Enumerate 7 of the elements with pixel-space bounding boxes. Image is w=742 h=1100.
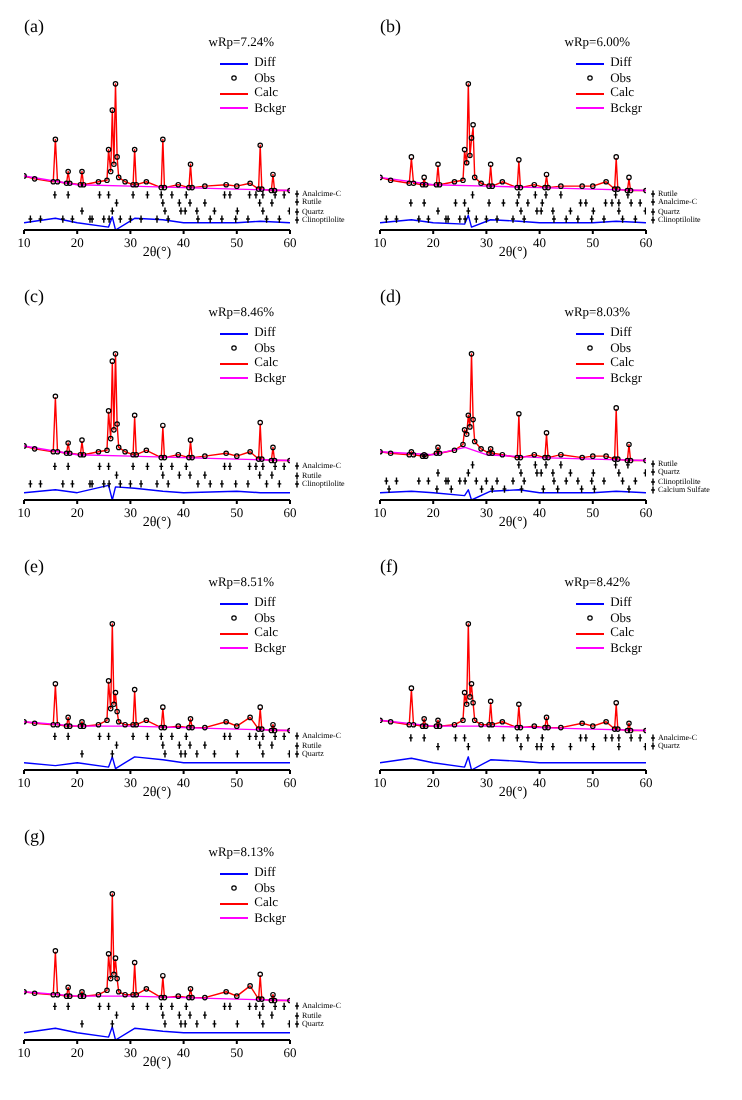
chart-title: (f) xyxy=(380,556,398,576)
chart-title: (g) xyxy=(24,826,45,846)
chart-title: (a) xyxy=(24,16,44,36)
chart-title: (c) xyxy=(24,286,44,306)
chart-title: (b) xyxy=(380,16,401,36)
chart-title: (e) xyxy=(24,556,44,576)
chart-title: (d) xyxy=(380,286,401,306)
